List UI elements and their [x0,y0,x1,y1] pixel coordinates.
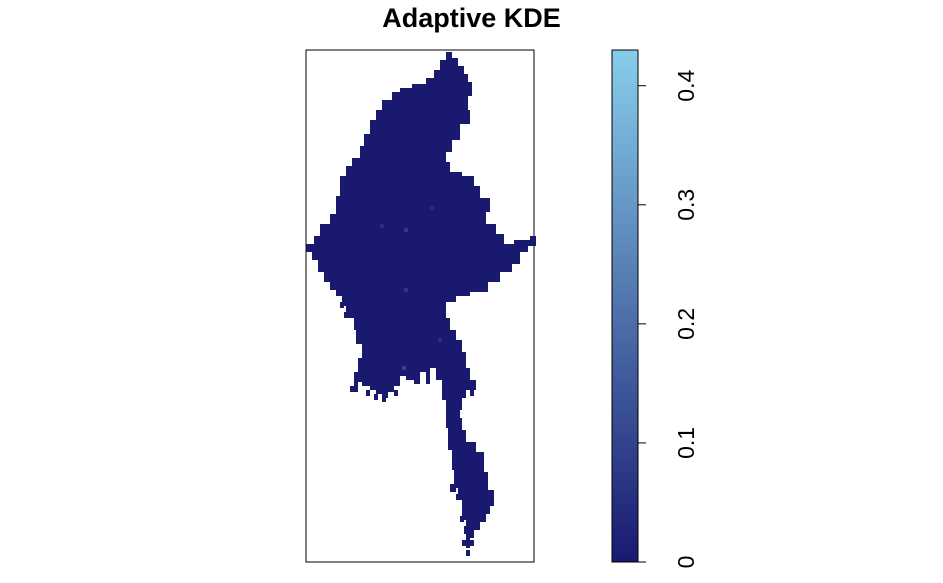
region-main-body [306,52,536,548]
legend-tick-label: 0 [673,556,699,569]
legend-tick-label: 0.4 [673,70,699,102]
hotspot [430,206,434,210]
hotspot [404,228,408,232]
density-hotspots [380,206,442,370]
region-edge-pixels [320,262,484,556]
hotspot [380,224,384,228]
hotspot [402,366,406,370]
legend-tick-label: 0.3 [673,189,699,221]
legend-ticks: 0 0.1 0.2 0.3 0.4 [638,70,699,569]
legend-tick-label: 0.1 [673,427,699,459]
legend-tick-label: 0.2 [673,308,699,340]
hotspot [438,338,442,342]
color-legend: 0 0.1 0.2 0.3 0.4 [611,49,699,569]
map-panel [305,49,536,563]
myanmar-density-raster [306,52,536,556]
hotspot [404,288,408,292]
legend-color-bar [611,49,639,563]
plot-title: Adaptive KDE [382,3,561,33]
